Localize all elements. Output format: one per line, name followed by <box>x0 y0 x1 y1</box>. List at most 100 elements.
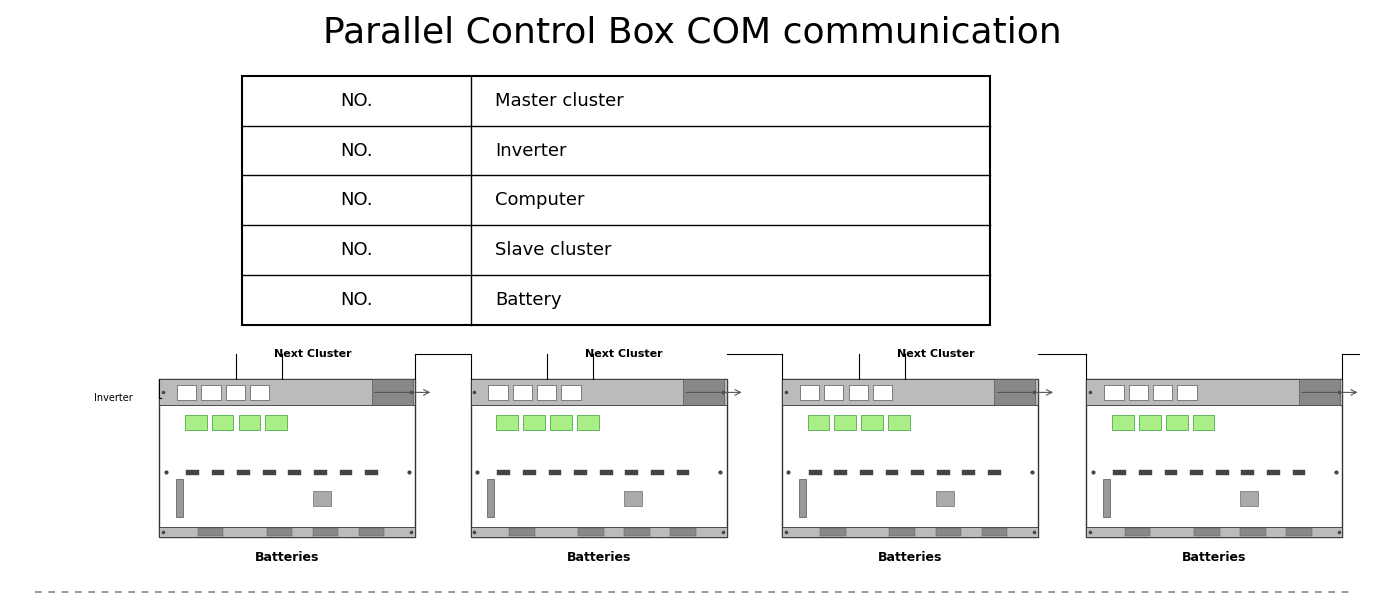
Bar <box>513 385 531 400</box>
Bar <box>266 415 288 430</box>
Bar <box>339 470 353 475</box>
Text: Inverter: Inverter <box>94 393 133 402</box>
Text: Batteries: Batteries <box>1182 551 1247 563</box>
Text: Slave cluster: Slave cluster <box>495 241 612 259</box>
Bar <box>782 379 1038 537</box>
Bar <box>782 527 1038 537</box>
Bar <box>807 415 829 430</box>
Bar <box>177 385 197 400</box>
Bar <box>263 470 275 475</box>
Text: NO.: NO. <box>340 191 372 209</box>
Bar <box>159 379 415 537</box>
Text: Next Cluster: Next Cluster <box>897 350 974 359</box>
Bar <box>782 379 1038 405</box>
Bar <box>509 529 534 535</box>
Bar <box>1165 415 1187 430</box>
Bar <box>624 492 642 506</box>
Bar <box>988 470 1001 475</box>
Bar <box>1125 529 1150 535</box>
Bar <box>1266 470 1280 475</box>
Bar <box>821 529 846 535</box>
Text: NO.: NO. <box>340 92 372 110</box>
Bar <box>1286 529 1312 535</box>
Bar <box>981 529 1008 535</box>
Bar <box>825 385 843 400</box>
Bar <box>861 415 883 430</box>
Bar <box>1113 415 1133 430</box>
Bar <box>1113 470 1127 475</box>
Bar <box>1194 529 1219 535</box>
Bar <box>212 470 224 475</box>
Text: Next Cluster: Next Cluster <box>585 350 663 359</box>
Bar <box>936 492 954 506</box>
Bar <box>313 492 331 506</box>
Bar <box>548 470 562 475</box>
Bar <box>159 527 415 537</box>
Bar <box>487 479 494 517</box>
Bar <box>185 415 206 430</box>
Bar <box>237 470 251 475</box>
Bar <box>1086 527 1342 537</box>
Bar <box>808 470 822 475</box>
Bar <box>471 379 727 537</box>
Bar <box>176 479 183 517</box>
Text: Batteries: Batteries <box>255 551 320 563</box>
Bar <box>800 385 819 400</box>
Bar <box>936 529 960 535</box>
Bar <box>577 415 598 430</box>
Bar <box>873 385 893 400</box>
Bar <box>471 527 727 537</box>
Bar <box>226 385 245 400</box>
Bar <box>1139 415 1161 430</box>
Text: Inverter: Inverter <box>495 141 567 160</box>
Bar <box>1240 529 1266 535</box>
Text: Battery: Battery <box>495 291 562 309</box>
Bar <box>626 470 638 475</box>
Bar <box>1164 470 1178 475</box>
Text: Master cluster: Master cluster <box>495 92 624 110</box>
Bar <box>1240 492 1258 506</box>
Bar <box>1241 470 1254 475</box>
Bar <box>1086 379 1342 405</box>
Bar <box>1153 385 1172 400</box>
Bar <box>889 415 909 430</box>
Bar <box>1215 470 1229 475</box>
Bar <box>650 470 664 475</box>
Bar <box>314 470 327 475</box>
Bar <box>835 415 857 430</box>
Bar <box>242 76 990 325</box>
Bar <box>799 479 805 517</box>
Bar <box>159 379 415 405</box>
Text: Batteries: Batteries <box>877 551 943 563</box>
Bar <box>1293 470 1305 475</box>
Bar <box>1178 385 1197 400</box>
Bar <box>1086 379 1342 537</box>
Bar <box>537 385 556 400</box>
Bar <box>890 529 915 535</box>
Bar <box>288 470 302 475</box>
Bar <box>497 415 518 430</box>
Text: NO.: NO. <box>340 241 372 259</box>
Bar <box>212 415 234 430</box>
Bar <box>198 529 223 535</box>
Bar <box>471 379 727 405</box>
Bar <box>937 470 949 475</box>
Bar <box>202 385 220 400</box>
Bar <box>886 470 898 475</box>
Bar <box>365 470 378 475</box>
Bar <box>313 529 338 535</box>
Bar <box>848 385 868 400</box>
Bar <box>185 470 199 475</box>
Bar <box>1190 470 1203 475</box>
Text: NO.: NO. <box>340 141 372 160</box>
Bar <box>911 470 925 475</box>
Bar <box>562 385 581 400</box>
Bar <box>962 470 976 475</box>
Bar <box>238 415 260 430</box>
Bar <box>859 470 873 475</box>
Bar <box>1103 479 1110 517</box>
Bar <box>1300 379 1340 405</box>
Bar <box>372 379 412 405</box>
Bar <box>1129 385 1147 400</box>
Bar <box>489 385 508 400</box>
